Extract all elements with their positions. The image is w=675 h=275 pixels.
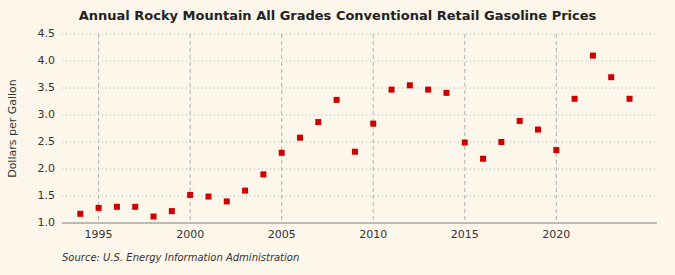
point — [498, 139, 504, 145]
chart: Annual Rocky Mountain All Grades Convent… — [0, 0, 675, 275]
point — [77, 211, 83, 217]
point — [114, 204, 120, 210]
y-tick-label: 1.5 — [38, 189, 56, 202]
point — [334, 97, 340, 103]
y-grid-line — [62, 223, 657, 224]
y-tick-label: 3.5 — [38, 81, 56, 94]
point — [627, 96, 633, 102]
point — [297, 135, 303, 141]
y-grid-line — [62, 34, 657, 35]
point — [407, 82, 413, 88]
y-grid-line — [62, 88, 657, 89]
point — [279, 150, 285, 156]
point — [590, 53, 596, 59]
x-tick-label: 2020 — [542, 228, 570, 241]
x-tick-label: 2000 — [176, 228, 204, 241]
point — [187, 192, 193, 198]
x-grid-line — [281, 34, 282, 223]
x-tick-label: 2010 — [359, 228, 387, 241]
y-tick-label: 1.0 — [38, 216, 56, 229]
y-grid-line — [62, 196, 657, 197]
point — [132, 204, 138, 210]
x-tick-label: 2005 — [268, 228, 296, 241]
point — [425, 87, 431, 93]
point — [462, 140, 468, 146]
point — [224, 198, 230, 204]
points — [77, 53, 632, 220]
point — [370, 121, 376, 127]
point — [315, 119, 321, 125]
point — [352, 149, 358, 155]
y-tick-label: 2.0 — [38, 162, 56, 175]
y-tick-label: 3.0 — [38, 108, 56, 121]
x-tick-label: 2015 — [451, 228, 479, 241]
point — [151, 214, 157, 220]
x-grid-line — [98, 34, 99, 223]
y-tick-label: 2.5 — [38, 135, 56, 148]
grid — [62, 34, 657, 223]
x-grid-line — [373, 34, 374, 223]
point — [480, 156, 486, 162]
point — [553, 147, 559, 153]
point — [260, 171, 266, 177]
point — [96, 205, 102, 211]
y-grid-line — [62, 142, 657, 143]
y-grid-line — [62, 169, 657, 170]
point — [205, 194, 211, 200]
y-tick-label: 4.0 — [38, 54, 56, 67]
y-grid-line — [62, 115, 657, 116]
point — [572, 96, 578, 102]
source: Source: U.S. Energy Information Administ… — [62, 252, 299, 263]
x-tick-label: 1995 — [85, 228, 113, 241]
point — [169, 208, 175, 214]
x-grid-line — [464, 34, 465, 223]
y-axis-label: Dollars per Gallon — [6, 79, 19, 178]
y-grid-line — [62, 61, 657, 62]
point — [242, 188, 248, 194]
y-tick-label: 4.5 — [38, 27, 56, 40]
x-axis-line — [62, 223, 657, 224]
x-axis: 1995 2000 2005 2010 2015 2020 — [62, 223, 657, 241]
point — [517, 118, 523, 124]
title: Annual Rocky Mountain All Grades Convent… — [79, 8, 597, 23]
point — [443, 90, 449, 96]
point — [389, 87, 395, 93]
point — [535, 127, 541, 133]
point — [608, 74, 614, 80]
y-axis: 1.0 1.5 2.0 2.5 3.0 3.5 4.0 4.5 — [38, 27, 56, 229]
x-grid-line — [556, 34, 557, 223]
